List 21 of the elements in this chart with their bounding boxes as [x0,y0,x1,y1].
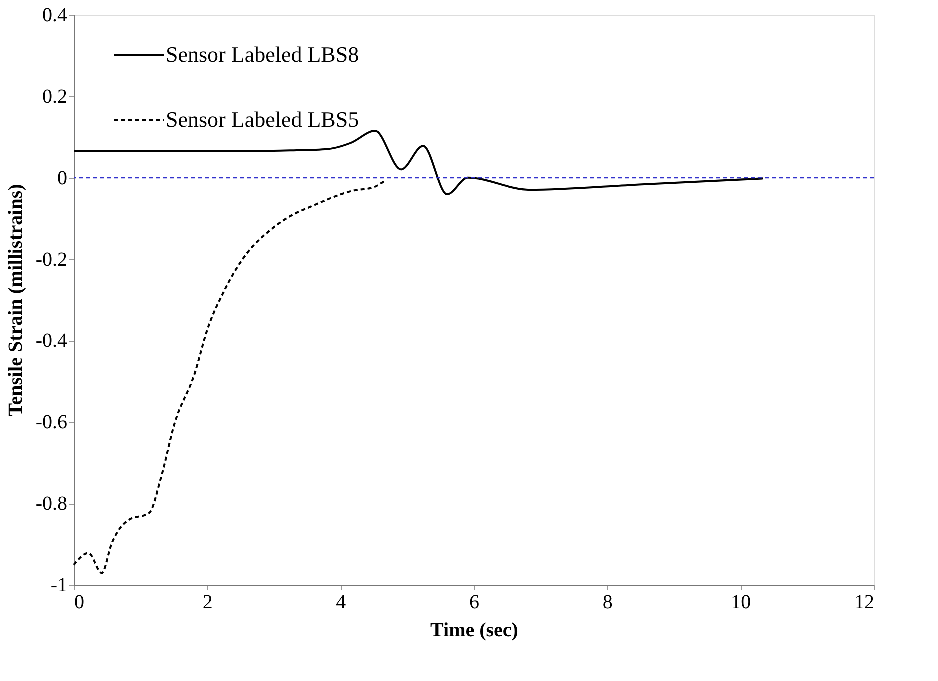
y-tick-label: -0.2 [36,248,68,271]
x-tick-label: 6 [470,592,480,614]
legend-label: Sensor Labeled LBS8 [166,42,360,67]
y-tick-label: 0.4 [42,4,68,26]
y-tick-label: 0.2 [42,86,68,108]
y-tick-label: -0.4 [36,330,68,352]
legend-label: Sensor Labeled LBS5 [166,107,360,132]
y-axis-title: Tensile Strain (millistrains) [4,184,27,417]
x-tick-label: 2 [202,592,213,614]
x-tick-label: 0 [74,592,84,614]
y-tick-label: -0.8 [36,493,68,516]
x-axis-title: Time (sec) [430,620,518,642]
y-tick-label: 0 [58,167,68,190]
line-series [73,180,386,574]
x-tick-label: 8 [602,592,613,614]
x-tick-label: 4 [336,592,346,614]
y-tick-label: -1 [50,574,68,596]
y-tick-label: -0.6 [36,412,68,434]
x-tick-label: 10 [731,592,752,614]
x-tick-label: 12 [854,592,874,614]
line-series [73,130,764,196]
